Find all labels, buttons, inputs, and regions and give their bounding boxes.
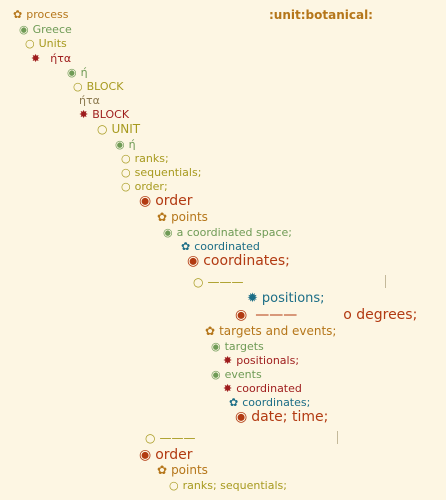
dot-icon: ◉ <box>235 409 248 425</box>
tree-node-positionals[interactable]: ✸ positionals; <box>223 355 299 366</box>
node-label: coordinates; <box>203 253 290 269</box>
node-label: positions; <box>261 291 325 306</box>
node-label: BLOCK <box>86 80 124 93</box>
node-label: positionals; <box>236 354 300 367</box>
tree-node-units[interactable]: ○ Units <box>25 38 67 49</box>
node-label: ——— <box>207 275 244 289</box>
tree-node-dash-1[interactable]: ○ ——— <box>193 276 243 288</box>
dot-icon: ◉ <box>139 193 152 209</box>
dot-icon: ◉ <box>211 368 221 381</box>
tree-node-ranks[interactable]: ○ ranks; <box>121 153 169 164</box>
node-label: ranks; <box>134 152 169 165</box>
node-label: ήτα <box>50 52 72 65</box>
node-label: ήτα <box>79 94 100 107</box>
node-label: events <box>224 368 262 381</box>
node-label: Units <box>38 37 67 50</box>
node-label: coordinated <box>236 382 302 395</box>
node-label: order; <box>134 180 168 193</box>
star-icon: ✸ <box>223 354 233 367</box>
vertical-divider <box>337 431 338 444</box>
tree-node-sequentials[interactable]: ○ sequentials; <box>121 167 201 178</box>
node-label: order <box>155 193 193 209</box>
tree-node-dash-2[interactable]: ○ ——— <box>145 432 195 444</box>
flower-icon: ✿ <box>157 463 168 477</box>
star-icon: ✸ <box>31 52 41 65</box>
tree-node-eta-short[interactable]: ◉ ή <box>67 67 88 78</box>
dot-icon: ◉ <box>163 226 173 239</box>
ring-icon: ○ <box>193 275 204 289</box>
vertical-divider <box>385 275 386 288</box>
tree-node-block[interactable]: ○ BLOCK <box>73 81 123 92</box>
node-label: ranks; sequentials; <box>182 479 287 492</box>
ring-icon: ○ <box>97 122 108 136</box>
ring-icon: ○ <box>121 180 131 193</box>
flower-icon: ✿ <box>157 210 168 224</box>
star-icon: ✸ <box>223 382 233 395</box>
node-label: date; time; <box>251 409 329 425</box>
starburst-icon: ✹ <box>247 291 258 306</box>
node-label: UNIT <box>111 122 141 136</box>
node-label: ή <box>80 66 88 79</box>
node-trail: o degrees; <box>343 307 418 323</box>
star-icon: ✸ <box>79 108 89 121</box>
ring-icon: ○ <box>145 431 156 445</box>
tree-node-process[interactable]: ✿ process <box>13 9 69 20</box>
tree-node-order-small[interactable]: ○ order; <box>121 181 168 192</box>
tree-node-eta-plain: ήτα <box>79 95 100 106</box>
tree-node-points[interactable]: ✿ points <box>157 211 208 223</box>
tree-node-coordinates[interactable]: ◉ coordinates; <box>187 254 290 268</box>
ring-icon: ○ <box>121 166 131 179</box>
tree-node-unit[interactable]: ○ UNIT <box>97 123 140 135</box>
tree-node-order-2[interactable]: ◉ order <box>139 448 193 462</box>
node-label: Greece <box>32 23 72 36</box>
ring-icon: ○ <box>73 80 83 93</box>
node-label: coordinated <box>194 240 260 253</box>
ring-icon: ○ <box>25 37 35 50</box>
tree-node-positions[interactable]: ✹ positions; <box>247 292 325 305</box>
dot-icon: ◉ <box>235 307 248 323</box>
ring-icon: ○ <box>169 479 179 492</box>
dot-icon: ◉ <box>139 447 152 463</box>
node-label: ή <box>128 138 136 151</box>
dot-icon: ◉ <box>211 340 221 353</box>
node-label: order <box>155 447 193 463</box>
dot-icon: ◉ <box>67 66 77 79</box>
tree-node-coordinated-red[interactable]: ✸ coordinated <box>223 383 302 394</box>
flower-icon: ✿ <box>229 396 239 409</box>
dot-icon: ◉ <box>19 23 29 36</box>
tree-node-coordinated[interactable]: ✿ coordinated <box>181 241 260 252</box>
tree-node-date-time[interactable]: ◉ date; time; <box>235 410 328 424</box>
flower-icon: ✿ <box>181 240 191 253</box>
node-label: targets and events; <box>219 324 337 338</box>
tree-node-points-2[interactable]: ✿ points <box>157 464 208 476</box>
tree-node-block-red[interactable]: ✸ BLOCK <box>79 109 129 120</box>
tree-node-eta[interactable]: ✸ ήτα <box>31 53 71 64</box>
node-label: targets <box>224 340 264 353</box>
header-tag: :unit:botanical: <box>269 8 373 22</box>
flower-icon: ✿ <box>205 324 216 338</box>
tree-node-eta-green[interactable]: ◉ ή <box>115 139 136 150</box>
tree-node-coordinated-space[interactable]: ◉ a coordinated space; <box>163 227 292 238</box>
tree-node-targets-events[interactable]: ✿ targets and events; <box>205 325 336 337</box>
dot-icon: ◉ <box>187 253 200 269</box>
dot-icon: ◉ <box>115 138 125 151</box>
tree-node-dash-degrees[interactable]: ◉ ——— o degrees; <box>235 308 417 322</box>
node-label: points <box>171 210 208 224</box>
node-label: a coordinated space; <box>176 226 292 239</box>
tree-node-ranks-sequentials[interactable]: ○ ranks; sequentials; <box>169 480 287 491</box>
node-label: points <box>171 463 208 477</box>
node-label: coordinates; <box>242 396 311 409</box>
ring-icon: ○ <box>121 152 131 165</box>
node-label: sequentials; <box>134 166 202 179</box>
tree-node-targets[interactable]: ◉ targets <box>211 341 264 352</box>
tree-node-coordinates-teal[interactable]: ✿ coordinates; <box>229 397 310 408</box>
flower-icon: ✿ <box>13 8 23 21</box>
tree-node-events[interactable]: ◉ events <box>211 369 262 380</box>
tree-node-greece[interactable]: ◉ Greece <box>19 24 72 35</box>
node-label: ——— <box>255 307 298 323</box>
tree-node-order[interactable]: ◉ order <box>139 194 193 208</box>
node-label: BLOCK <box>92 108 130 121</box>
node-label: ——— <box>159 431 196 445</box>
node-label: process <box>26 8 69 21</box>
